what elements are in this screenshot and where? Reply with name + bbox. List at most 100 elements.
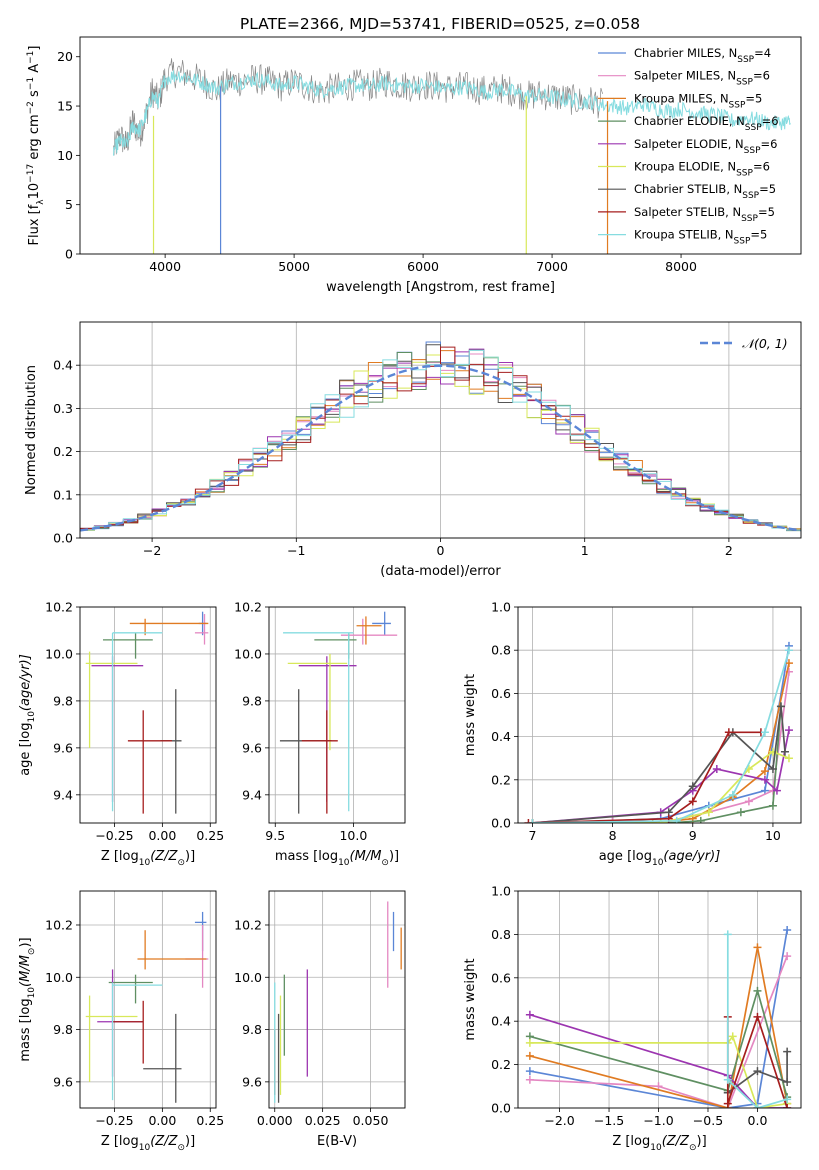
weight-line [529,947,788,1108]
gaussian-curve [80,364,801,532]
weight-marker [760,767,769,776]
weight-line [532,706,782,823]
x-tick-label: 7000 [536,259,568,274]
legend-entry: Kroupa MILES, NSSP=5 [634,91,762,110]
weight-marker [728,1032,737,1041]
legend-entry: Kroupa ELODIE, NSSP=6 [634,160,770,179]
axes-frame [79,606,217,824]
weight-marker [783,1104,792,1108]
y-tick-label: 0.4 [53,358,73,373]
x-tick-label: 4000 [149,259,181,274]
legend-entry: Kroupa STELIB, NSSP=5 [634,228,767,247]
plot-area [113,58,791,254]
weight-marker [753,1104,762,1108]
weight-marker [736,808,745,817]
y-axis-label-group: mass weight [463,958,478,1040]
y-axis-label-group: mass weight [463,674,478,756]
legend-entry: Salpeter MILES, NSSP=6 [634,69,770,88]
weight-marker [688,797,697,806]
axes-frame [79,890,217,1109]
plot-area [524,641,793,823]
x-tick-label: 9.5 [265,828,285,843]
x-axis-label: wavelength [Angstrom, rest frame] [326,280,555,295]
y-tick-label: 9.8 [242,693,262,708]
y-tick-label: 10.2 [45,600,73,615]
y-tick-label: 0 [65,247,73,262]
chart-residuals: −2 −1 0 1 2 0.0 0.1 0.2 0.3 0.4 𝒩(0, 1) (data-model… [24,321,802,579]
chart-mass_vs_ebv: 0.000 0.025 0.050 9.6 9.8 10.0 10.2 E(B-V) [234,890,406,1149]
chart-spectrum: 4000 5000 6000 7000 8000 0 5 10 15 20 Chabrier MIL… [26,36,802,295]
x-tick-label: −0.25 [95,828,133,843]
plot-area [525,926,792,1108]
weight-marker [760,728,769,737]
weight-marker [753,943,762,952]
y-axis-label-group: Flux [fλ10−17 erg cm−2 s−1 A−1] [26,46,46,246]
y-tick-label: 10.0 [234,646,262,661]
y-tick-label: 1.0 [491,600,511,615]
weight-marker [783,952,792,961]
weight-line [529,929,788,1108]
x-tick-label: −0.25 [95,1113,133,1128]
y-tick-label: 9.8 [53,1022,73,1037]
x-tick-label: 0.25 [196,828,224,843]
weight-marker [525,1038,534,1047]
axes-frame [268,606,406,824]
x-axis-label: mass [log10(M/M⊙)] [275,849,399,868]
weight-marker [528,819,537,823]
weight-marker [760,775,769,784]
x-axis-label: Z [log10(Z/Z⊙)] [612,1134,706,1153]
weight-line [529,987,788,1098]
y-tick-label: 9.6 [53,1074,73,1089]
chart-weight_vs_age: 7 8 9 10 0.0 0.2 0.4 0.6 0.8 1.0 age [log10(age/yr… [463,600,802,868]
y-tick-label: 0.2 [491,772,511,787]
weight-marker [704,808,713,817]
y-tick-label: 15 [57,99,73,114]
y-tick-label: 10.2 [234,917,262,932]
y-axis-label: Normed distribution [24,365,39,495]
x-tick-label: −1.0 [643,1113,673,1128]
y-axis-label-group: mass [log10(M/M⊙)] [18,937,37,1061]
y-axis-label-group: age [log10(age/yr)] [18,654,37,776]
weight-line [528,731,761,823]
legend-entry: Salpeter ELODIE, NSSP=6 [634,137,777,156]
y-tick-label: 0.0 [53,531,73,546]
weight-marker [723,930,732,939]
y-tick-label: 10 [57,148,73,163]
weight-marker [712,765,721,773]
weight-marker [776,702,785,711]
y-tick-label: 9.6 [242,740,262,755]
x-tick-label: 8000 [665,259,697,274]
y-tick-label: 9.4 [242,787,262,802]
y-tick-label: 10.2 [45,917,73,932]
legend-entry: Salpeter STELIB, NSSP=5 [634,205,775,224]
x-tick-label: −2.0 [544,1113,574,1128]
weight-marker [723,1075,732,1084]
weight-marker [753,1012,762,1021]
weight-marker [768,801,777,810]
weight-line [532,706,786,823]
weight-marker [784,646,793,655]
y-tick-label: 0.0 [491,1101,511,1116]
x-tick-label: 5000 [278,259,310,274]
spectrum-data [113,58,604,156]
weight-marker [525,1067,534,1076]
x-tick-label: −2 [143,543,161,558]
x-tick-label: 0.00 [148,828,176,843]
weight-marker [772,786,781,795]
x-tick-label: −1.5 [594,1113,624,1128]
figure-title: PLATE=2366, MJD=53741, FIBERID=0525, z=0… [240,15,640,33]
plot-area [80,341,801,532]
x-tick-label: 6000 [407,259,439,274]
weight-marker [780,747,789,756]
chart-weight_vs_z: −2.0 −1.5 −1.0 −0.5 0.0 0.0 0.2 0.4 0.6 0.8 1.0 Z [… [463,884,802,1153]
plot-area [85,611,209,814]
weight-line [529,1013,788,1108]
legend-entry: Chabrier MILES, NSSP=4 [634,46,771,65]
y-tick-label: 10.0 [234,970,262,985]
weight-marker [783,1077,792,1086]
y-tick-label: 0.0 [491,816,511,831]
weight-marker [688,782,697,791]
y-tick-label: 0.8 [491,643,511,658]
axes-frame [79,321,802,539]
